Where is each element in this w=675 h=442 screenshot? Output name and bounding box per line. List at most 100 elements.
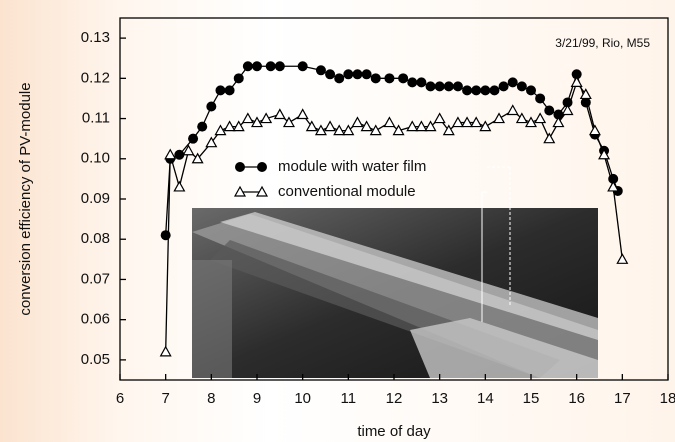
- data-point: [470, 116, 483, 128]
- data-point: [215, 85, 226, 96]
- data-point: [406, 120, 419, 132]
- data-point: [265, 61, 276, 72]
- data-point: [197, 121, 208, 132]
- data-point: [543, 132, 556, 144]
- legend-label: conventional module: [278, 183, 416, 200]
- y-tick-label: 0.11: [82, 110, 110, 127]
- x-tick-label: 14: [477, 390, 494, 407]
- data-point: [383, 116, 396, 128]
- x-tick-label: 10: [294, 390, 311, 407]
- data-point: [369, 124, 382, 136]
- y-tick-label: 0.06: [81, 311, 110, 328]
- data-point: [333, 124, 346, 136]
- data-point: [561, 104, 574, 116]
- data-point: [535, 93, 546, 104]
- data-point: [361, 69, 372, 80]
- data-point: [224, 85, 235, 96]
- data-point: [334, 73, 345, 84]
- data-point: [451, 116, 464, 128]
- data-point: [242, 61, 253, 72]
- y-axis-label: conversion efficiency of PV-module: [17, 82, 34, 315]
- data-point: [205, 136, 218, 148]
- data-point: [407, 77, 418, 88]
- data-point: [571, 69, 582, 80]
- data-point: [173, 180, 186, 192]
- legend-marker: [255, 185, 269, 197]
- data-point: [461, 116, 474, 128]
- data-point: [260, 112, 273, 124]
- data-point: [442, 124, 455, 136]
- y-tick-label: 0.12: [81, 69, 110, 86]
- data-point: [188, 133, 199, 144]
- data-point: [416, 77, 427, 88]
- data-point: [159, 345, 172, 357]
- data-point: [191, 152, 204, 164]
- data-point: [315, 65, 326, 76]
- data-point: [250, 116, 264, 128]
- data-point: [342, 124, 355, 136]
- data-point: [325, 69, 336, 80]
- data-point: [588, 124, 601, 136]
- data-point: [443, 81, 454, 92]
- x-tick-label: 7: [161, 390, 169, 407]
- data-point: [296, 108, 309, 120]
- y-tick-label: 0.05: [81, 351, 110, 368]
- x-tick-label: 13: [431, 390, 448, 407]
- data-point: [314, 124, 327, 136]
- y-tick-label: 0.09: [81, 190, 110, 207]
- data-point: [273, 108, 286, 120]
- data-point: [516, 81, 527, 92]
- data-point: [392, 124, 405, 136]
- data-point: [479, 120, 492, 132]
- data-point: [570, 76, 583, 87]
- x-tick-label: 8: [207, 390, 215, 407]
- legend-label: module with water film: [278, 158, 426, 175]
- data-point: [324, 120, 337, 132]
- data-point: [274, 61, 285, 72]
- data-point: [544, 105, 555, 116]
- data-point: [562, 97, 573, 108]
- annotation: 3/21/99, Rio, M55: [555, 36, 650, 50]
- data-point: [360, 120, 373, 132]
- data-point: [452, 81, 463, 92]
- data-point: [164, 148, 177, 160]
- data-point: [232, 120, 245, 132]
- data-point: [462, 85, 473, 96]
- data-point: [526, 85, 536, 96]
- data-point: [233, 73, 244, 84]
- data-point: [282, 116, 295, 128]
- x-tick-label: 17: [614, 390, 631, 407]
- x-tick-label: 18: [660, 390, 675, 407]
- x-tick-label: 15: [523, 390, 540, 407]
- x-tick-label: 11: [341, 390, 357, 407]
- y-tick-label: 0.13: [81, 29, 110, 46]
- data-point: [305, 120, 318, 132]
- x-tick-label: 16: [568, 390, 585, 407]
- data-point: [415, 120, 428, 132]
- data-point: [515, 112, 528, 124]
- data-point: [214, 124, 227, 136]
- data-point: [160, 230, 171, 241]
- data-point: [552, 116, 565, 128]
- data-point: [343, 69, 354, 80]
- data-point: [351, 116, 364, 128]
- legend-marker: [257, 162, 267, 172]
- data-point: [434, 81, 445, 92]
- data-point: [425, 81, 436, 92]
- data-point: [553, 109, 564, 120]
- data-point: [174, 149, 185, 160]
- inset-photo: [192, 208, 598, 378]
- data-point: [352, 69, 363, 80]
- y-tick-label: 0.10: [81, 150, 110, 167]
- data-point: [370, 73, 381, 84]
- data-point: [384, 73, 395, 84]
- x-tick-label: 9: [253, 390, 261, 407]
- data-point: [182, 144, 195, 156]
- data-point: [398, 73, 409, 84]
- data-point: [223, 120, 236, 132]
- legend-marker: [235, 162, 245, 172]
- leader-lines: [481, 166, 511, 322]
- data-point: [471, 85, 482, 96]
- x-tick-label: 12: [386, 390, 403, 407]
